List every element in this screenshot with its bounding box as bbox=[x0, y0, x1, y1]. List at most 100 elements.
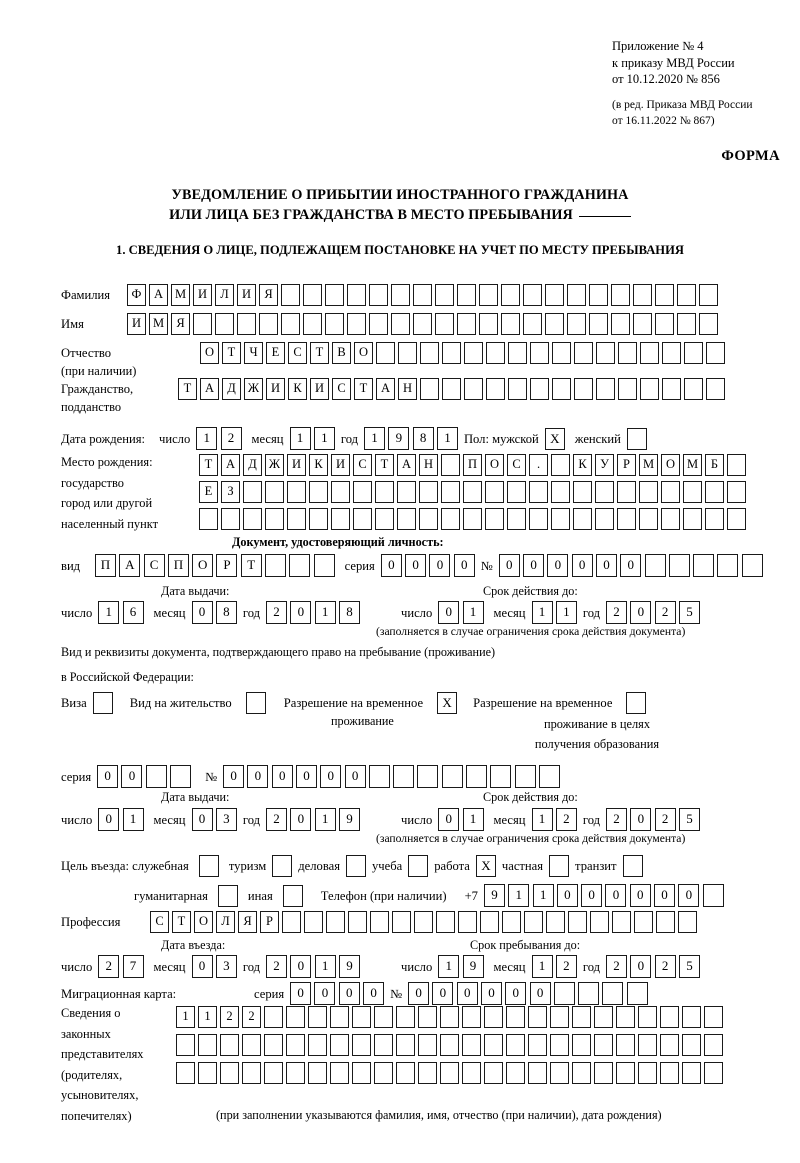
char-cell[interactable]: 2 bbox=[555, 955, 577, 978]
char-cell[interactable] bbox=[704, 1062, 723, 1084]
char-cell[interactable] bbox=[596, 378, 615, 400]
char-cell[interactable]: А bbox=[119, 554, 141, 577]
char-cell[interactable] bbox=[259, 313, 278, 335]
char-cell[interactable] bbox=[309, 481, 328, 503]
char-cell[interactable] bbox=[660, 1034, 679, 1056]
char-cell[interactable]: И bbox=[331, 454, 350, 476]
char-cell[interactable] bbox=[414, 911, 433, 933]
char-cell[interactable]: 2 bbox=[266, 808, 288, 831]
char-cell[interactable] bbox=[480, 911, 499, 933]
char-cell[interactable] bbox=[602, 982, 624, 1005]
char-cell[interactable]: Ж bbox=[244, 378, 263, 400]
char-cell[interactable] bbox=[375, 508, 394, 530]
char-cell[interactable] bbox=[633, 284, 652, 306]
char-cell[interactable] bbox=[590, 911, 609, 933]
char-cell[interactable]: И bbox=[237, 284, 256, 306]
char-cell[interactable]: О bbox=[194, 911, 213, 933]
char-cell[interactable] bbox=[530, 342, 549, 364]
char-cell[interactable] bbox=[287, 508, 306, 530]
char-cell[interactable]: 0 bbox=[547, 554, 569, 577]
char-cell[interactable]: 1 bbox=[462, 808, 484, 831]
char-cell[interactable] bbox=[634, 911, 653, 933]
char-cell[interactable]: 0 bbox=[408, 982, 430, 1005]
char-cell[interactable] bbox=[440, 1006, 459, 1028]
char-cell[interactable] bbox=[655, 313, 674, 335]
char-cell[interactable]: 1 bbox=[438, 955, 460, 978]
char-cell[interactable]: А bbox=[200, 378, 219, 400]
char-cell[interactable] bbox=[463, 481, 482, 503]
char-cell[interactable] bbox=[639, 508, 658, 530]
char-cell[interactable] bbox=[638, 1006, 657, 1028]
char-cell[interactable]: 1 bbox=[314, 808, 336, 831]
char-cell[interactable] bbox=[308, 1006, 327, 1028]
char-cell[interactable]: 2 bbox=[266, 955, 288, 978]
char-cell[interactable] bbox=[198, 1062, 217, 1084]
char-cell[interactable]: 0 bbox=[290, 955, 312, 978]
char-cell[interactable]: Я bbox=[171, 313, 190, 335]
char-cell[interactable]: . bbox=[529, 454, 548, 476]
char-cell[interactable]: 3 bbox=[215, 808, 237, 831]
char-cell[interactable] bbox=[145, 765, 167, 788]
char-cell[interactable]: 0 bbox=[630, 808, 652, 831]
char-cell[interactable] bbox=[551, 481, 570, 503]
char-cell[interactable]: 0 bbox=[223, 765, 245, 788]
char-cell[interactable] bbox=[221, 508, 240, 530]
char-cell[interactable]: С bbox=[507, 454, 526, 476]
char-cell[interactable] bbox=[376, 342, 395, 364]
char-cell[interactable] bbox=[396, 1034, 415, 1056]
char-cell[interactable]: 0 bbox=[605, 884, 627, 907]
char-cell[interactable]: 0 bbox=[380, 554, 402, 577]
char-cell[interactable]: 1 bbox=[555, 601, 577, 624]
char-cell[interactable] bbox=[507, 481, 526, 503]
char-cell[interactable] bbox=[392, 911, 411, 933]
char-cell[interactable]: 1 bbox=[531, 808, 553, 831]
char-cell[interactable] bbox=[418, 1006, 437, 1028]
char-cell[interactable] bbox=[436, 911, 455, 933]
char-cell[interactable] bbox=[640, 342, 659, 364]
char-cell[interactable] bbox=[353, 508, 372, 530]
char-cell[interactable] bbox=[551, 454, 570, 476]
char-cell[interactable] bbox=[243, 481, 262, 503]
char-cell[interactable] bbox=[220, 1034, 239, 1056]
char-cell[interactable]: 9 bbox=[338, 808, 360, 831]
char-cell[interactable]: Н bbox=[419, 454, 438, 476]
purpose-private-checkbox[interactable] bbox=[549, 855, 570, 877]
char-cell[interactable] bbox=[265, 481, 284, 503]
char-cell[interactable]: 2 bbox=[98, 955, 120, 978]
char-cell[interactable] bbox=[484, 1034, 503, 1056]
char-cell[interactable]: 8 bbox=[412, 427, 434, 450]
char-cell[interactable] bbox=[595, 508, 614, 530]
char-cell[interactable]: Д bbox=[222, 378, 241, 400]
char-cell[interactable] bbox=[567, 284, 586, 306]
char-cell[interactable]: Т bbox=[310, 342, 329, 364]
char-cell[interactable]: 0 bbox=[121, 765, 143, 788]
char-cell[interactable]: М bbox=[171, 284, 190, 306]
char-cell[interactable] bbox=[464, 342, 483, 364]
purpose-transit-checkbox[interactable] bbox=[622, 855, 643, 877]
char-cell[interactable] bbox=[418, 1034, 437, 1056]
char-cell[interactable] bbox=[617, 508, 636, 530]
char-cell[interactable]: А bbox=[376, 378, 395, 400]
char-cell[interactable] bbox=[313, 554, 335, 577]
purpose-official-checkbox[interactable] bbox=[198, 855, 219, 877]
purpose-tourism-checkbox[interactable] bbox=[272, 855, 293, 877]
char-cell[interactable] bbox=[574, 342, 593, 364]
char-cell[interactable]: И bbox=[266, 378, 285, 400]
char-cell[interactable] bbox=[464, 378, 483, 400]
char-cell[interactable] bbox=[396, 1062, 415, 1084]
char-cell[interactable] bbox=[484, 1062, 503, 1084]
char-cell[interactable] bbox=[442, 378, 461, 400]
char-cell[interactable] bbox=[484, 1006, 503, 1028]
char-cell[interactable] bbox=[528, 1006, 547, 1028]
